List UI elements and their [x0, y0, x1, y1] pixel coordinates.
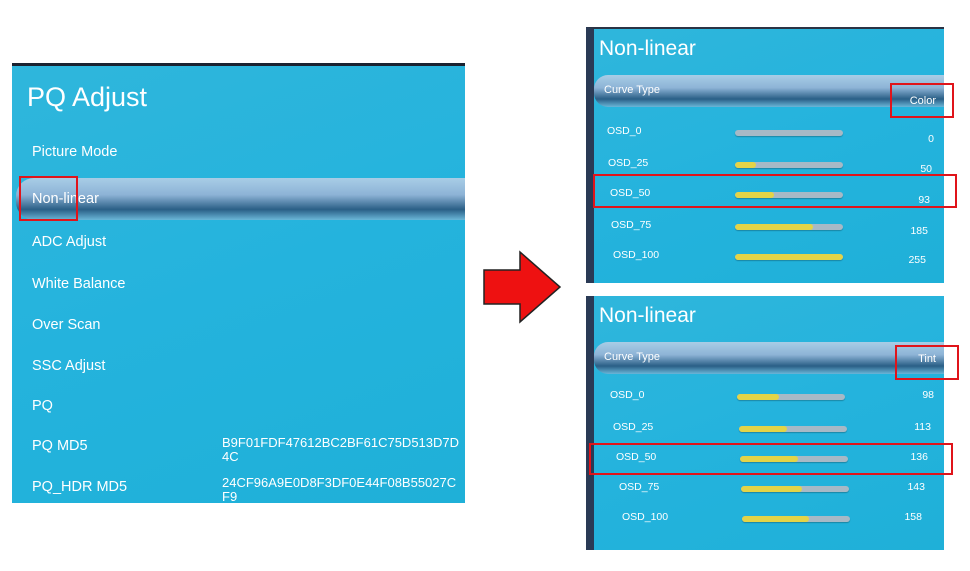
osd-value: 143 — [907, 481, 925, 493]
osd-slider[interactable] — [737, 394, 845, 400]
osd-label: OSD_0 — [610, 389, 645, 401]
curve-type-value[interactable]: Color — [909, 95, 936, 107]
highlight-box-curve-type — [890, 83, 954, 118]
menu-item-white-balance[interactable]: White Balance — [32, 276, 126, 292]
osd-label: OSD_100 — [613, 249, 660, 261]
osd-label: OSD_50 — [616, 451, 657, 463]
osd-slider[interactable] — [735, 130, 843, 136]
non-linear-tint-panel: Non-linear Curve Type Tint OSD_0 98 OSD_25 113… — [586, 296, 944, 550]
curve-type-value[interactable]: Tint — [918, 353, 936, 365]
slider-fill — [735, 224, 814, 230]
highlight-box-curve-type — [895, 345, 959, 380]
panel-title: Non-linear — [599, 37, 696, 60]
osd-value: 50 — [920, 163, 932, 175]
pq-adjust-screen: PQ Adjust Picture Mode Non-linear ADC Ad… — [12, 63, 465, 503]
osd-label: OSD_75 — [611, 219, 652, 231]
slider-fill — [737, 394, 779, 400]
menu-item-pq-md5[interactable]: PQ MD5 — [32, 438, 88, 454]
osd-slider[interactable] — [741, 486, 849, 492]
osd-value: 0 — [928, 133, 934, 145]
highlight-box-osd-50 — [593, 174, 957, 208]
curve-type-row-highlight[interactable] — [594, 342, 944, 374]
pq-hdr-md5-value: 24CF96A9E0D8F3DF0E44F08B55027CF9 — [222, 475, 457, 504]
osd-slider[interactable] — [739, 426, 847, 432]
slider-fill — [735, 162, 757, 168]
curve-type-label: Curve Type — [604, 351, 661, 363]
osd-label: OSD_25 — [608, 157, 649, 169]
slider-fill — [739, 426, 787, 432]
menu-item-over-scan[interactable]: Over Scan — [32, 317, 101, 333]
osd-value: 93 — [918, 194, 930, 206]
highlight-box-non-linear — [19, 176, 78, 221]
slider-fill — [735, 254, 843, 260]
osd-slider[interactable] — [735, 192, 843, 198]
slider-fill — [741, 486, 802, 492]
panel-title: Non-linear — [599, 304, 696, 327]
osd-slider[interactable] — [735, 224, 843, 230]
menu-item-ssc-adjust[interactable]: SSC Adjust — [32, 358, 106, 374]
non-linear-color-panel: Non-linear Curve Type Color OSD_0 0 OSD_25 50 O… — [586, 27, 944, 283]
slider-fill — [735, 192, 775, 198]
osd-value: 136 — [910, 451, 928, 463]
osd-slider[interactable] — [742, 516, 850, 522]
osd-label: OSD_100 — [622, 511, 669, 523]
osd-slider[interactable] — [735, 254, 843, 260]
osd-label: OSD_50 — [610, 187, 651, 199]
osd-label: OSD_25 — [613, 421, 654, 433]
curve-type-row-highlight[interactable] — [594, 75, 944, 107]
menu-item-pq-hdr-md5[interactable]: PQ_HDR MD5 — [32, 479, 128, 495]
curve-type-label: Curve Type — [604, 84, 661, 96]
osd-label: OSD_75 — [619, 481, 660, 493]
right-arrow-icon — [483, 250, 562, 324]
menu-item-pq[interactable]: PQ — [32, 398, 53, 414]
menu-item-non-linear[interactable]: Non-linear — [32, 191, 99, 207]
selection-highlight — [16, 178, 465, 220]
highlight-box-osd-50 — [589, 443, 953, 475]
osd-label: OSD_0 — [607, 125, 642, 137]
pq-md5-value: B9F01FDF47612BC2BF61C75D513D7D4C — [222, 435, 460, 464]
menu-item-picture-mode[interactable]: Picture Mode — [32, 144, 118, 160]
osd-value: 113 — [914, 421, 931, 433]
osd-slider[interactable] — [740, 456, 848, 462]
osd-value: 255 — [908, 254, 926, 266]
osd-slider[interactable] — [735, 162, 843, 168]
slider-fill — [742, 516, 809, 522]
osd-value: 98 — [922, 389, 934, 401]
slider-fill — [740, 456, 798, 462]
page-title: PQ Adjust — [27, 82, 148, 112]
menu-item-adc-adjust[interactable]: ADC Adjust — [32, 234, 107, 250]
osd-value: 158 — [904, 511, 922, 523]
osd-value: 185 — [910, 225, 928, 237]
